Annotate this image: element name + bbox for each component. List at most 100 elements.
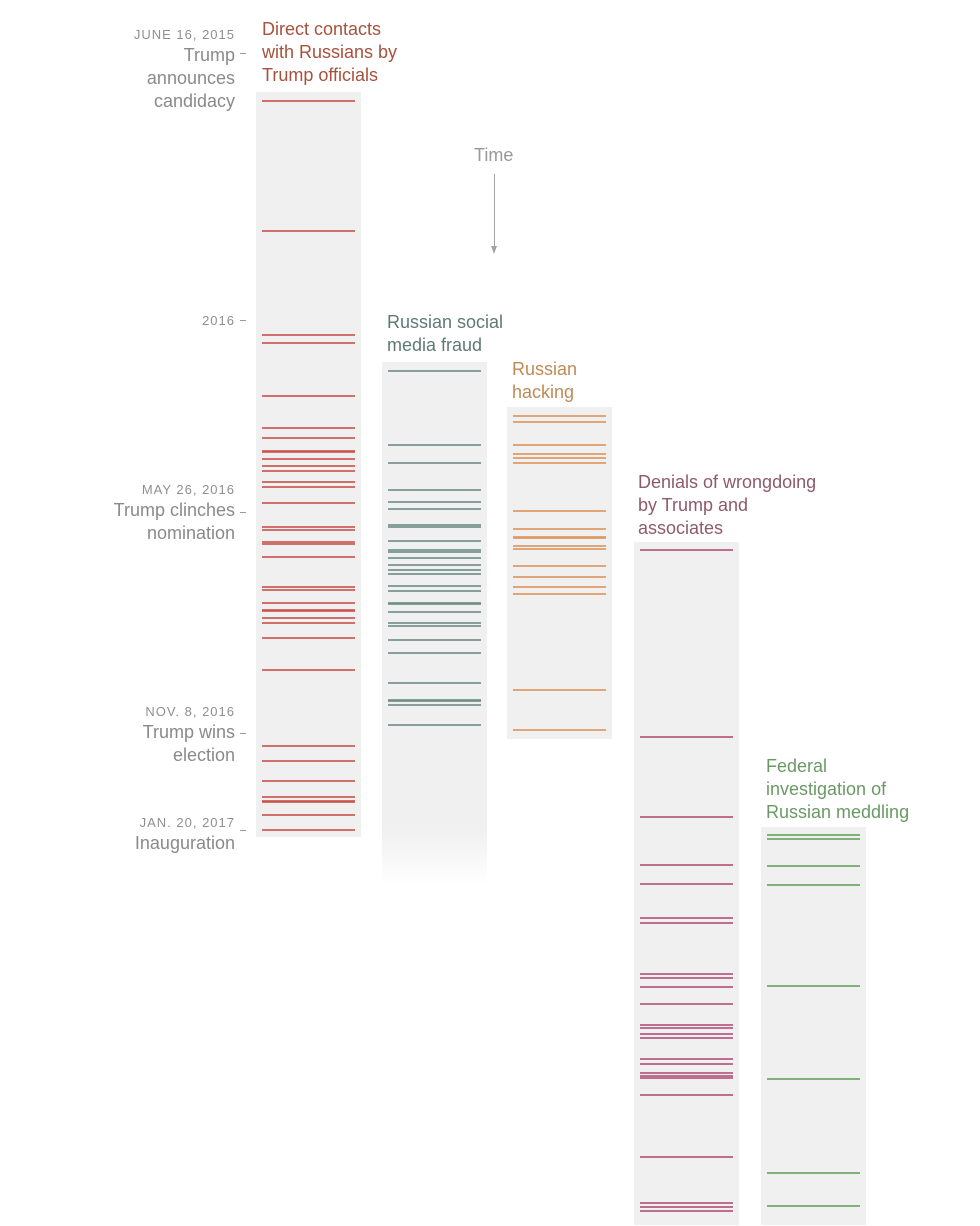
event-line — [388, 369, 481, 372]
milestone-date-4: JAN. 20, 2017 — [139, 815, 235, 830]
event-line — [262, 555, 355, 558]
time-axis-label: Time — [474, 145, 514, 165]
milestone-tick-4 — [240, 830, 246, 831]
event-line — [513, 527, 606, 530]
event-line — [262, 608, 355, 611]
event-line — [640, 917, 733, 920]
series-title-social-media-fraud: Russian social media fraud — [387, 312, 504, 355]
event-line — [640, 985, 733, 988]
event-line — [262, 342, 355, 345]
event-line — [388, 603, 481, 605]
event-line — [388, 682, 481, 685]
event-line — [388, 549, 481, 552]
event-line — [513, 592, 606, 595]
series-column-fade — [382, 830, 487, 885]
event-line — [767, 864, 860, 867]
event-line — [388, 584, 481, 587]
event-line — [262, 829, 355, 831]
event-line — [640, 1002, 733, 1005]
event-line — [262, 616, 355, 619]
event-line — [262, 801, 355, 804]
event-line — [513, 537, 606, 540]
event-line — [388, 698, 481, 701]
event-line — [640, 1033, 733, 1036]
event-line — [767, 985, 860, 987]
series-column-russian-social-media-fraud — [382, 361, 487, 830]
series-title-direct-contacts: Direct contacts with Russians by Trump o… — [262, 19, 398, 85]
event-line — [262, 541, 355, 544]
time-arrow-line — [494, 174, 495, 248]
event-line — [640, 1094, 733, 1097]
event-line — [388, 589, 481, 592]
event-line — [767, 1078, 860, 1081]
event-line — [262, 451, 355, 454]
event-line — [388, 699, 481, 702]
event-line — [640, 1205, 733, 1208]
event-line — [640, 1037, 733, 1040]
milestone-event-4: Inauguration — [134, 833, 235, 853]
series-column-federal-investigation-of-russian-meddling — [761, 827, 866, 1226]
event-line — [640, 1209, 733, 1212]
event-line — [388, 724, 481, 727]
event-line — [262, 449, 355, 452]
event-line — [513, 576, 606, 579]
event-line — [262, 100, 355, 102]
event-line — [262, 501, 355, 504]
event-line — [767, 834, 860, 837]
milestone-event-3: Trump wins election — [142, 722, 235, 765]
event-line — [388, 444, 481, 447]
event-line — [513, 457, 606, 460]
milestone-tick-3 — [240, 733, 246, 734]
event-line — [388, 624, 481, 627]
event-line — [640, 1076, 733, 1079]
event-line — [640, 1072, 733, 1075]
milestone-date-0: JUNE 16, 2015 — [133, 27, 235, 42]
event-line — [767, 837, 860, 840]
event-line — [513, 565, 606, 568]
event-line — [640, 921, 733, 924]
event-line — [262, 470, 355, 473]
event-line — [388, 564, 481, 567]
event-line — [262, 529, 355, 532]
event-line — [513, 420, 606, 423]
event-line — [640, 882, 733, 885]
event-line — [640, 549, 733, 552]
event-line — [262, 610, 355, 613]
event-line — [640, 1024, 733, 1027]
event-line — [388, 525, 481, 528]
event-line — [262, 526, 355, 529]
series-title-federal-investigation: Federal investigation of Russian meddlin… — [766, 756, 910, 822]
milestone-date-2: MAY 26, 2016 — [141, 482, 235, 497]
event-line — [388, 551, 481, 554]
arrow-down-icon — [491, 246, 497, 254]
milestone-tick-2 — [240, 512, 246, 513]
event-line — [513, 547, 606, 550]
event-line — [262, 436, 355, 439]
event-line — [513, 461, 606, 464]
event-line — [513, 444, 606, 447]
event-line — [640, 1063, 733, 1065]
series-title-denials: Denials of wrongdoing by Trump and assoc… — [638, 472, 817, 538]
event-line — [262, 394, 355, 397]
event-line — [767, 883, 860, 886]
milestone-tick-1 — [240, 320, 246, 321]
series-title-russian-hacking: Russian hacking — [512, 359, 578, 402]
event-line — [388, 461, 481, 464]
event-line — [262, 426, 355, 429]
event-line — [388, 539, 481, 542]
event-line — [262, 585, 355, 588]
event-line — [262, 745, 355, 748]
event-line — [767, 1205, 860, 1208]
event-line — [640, 863, 733, 866]
event-line — [262, 601, 355, 604]
event-line — [640, 1074, 733, 1077]
event-line — [388, 569, 481, 572]
milestone-event-0: Trump announces candidacy — [146, 45, 235, 111]
event-line — [388, 507, 481, 510]
event-line — [640, 972, 733, 975]
event-line — [262, 542, 355, 545]
event-line — [262, 457, 355, 460]
event-line — [767, 1171, 860, 1174]
event-line — [513, 586, 606, 589]
